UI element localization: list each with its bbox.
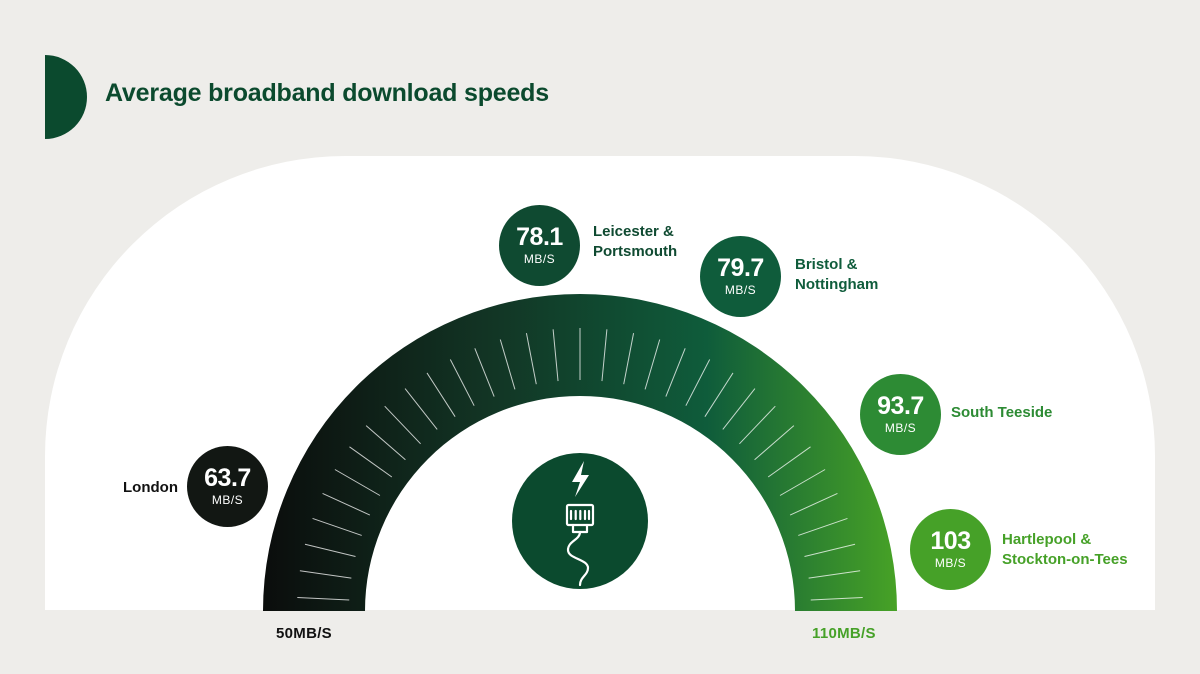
ethernet-plug-lightning-icon <box>565 461 595 587</box>
gauge-tick <box>754 425 795 461</box>
plug-icon-circle <box>512 453 648 589</box>
gauge-max-label: 110MB/S <box>812 625 876 642</box>
gauge-tick <box>739 405 776 445</box>
chart-title: Average broadband download speeds <box>105 79 549 107</box>
gauge-tick <box>808 570 861 579</box>
gauge-tick <box>665 348 686 397</box>
bubble-london: 63.7 MB/S <box>187 446 268 527</box>
bubble-unit: MB/S <box>884 421 917 435</box>
label-bristol-nottingham: Bristol & Nottingham <box>795 256 879 293</box>
gauge-arc <box>263 294 897 611</box>
gauge-tick <box>798 517 848 536</box>
bubble-unit: MB/S <box>211 493 244 507</box>
gauge-tick <box>810 597 863 601</box>
gauge-tick <box>426 372 456 417</box>
bubble-value: 63.7 <box>204 464 251 492</box>
gauge-tick <box>525 333 537 385</box>
bubble-south-teeside: 93.7 MB/S <box>860 374 941 455</box>
gauge-tick <box>404 388 438 430</box>
gauge-tick <box>552 329 559 382</box>
gauge-tick <box>704 372 734 417</box>
gauge-tick <box>601 329 608 382</box>
gauge-tick <box>804 543 856 558</box>
gauge-tick <box>474 348 495 397</box>
gauge-tick <box>297 597 350 601</box>
bubble-value: 103 <box>930 527 971 555</box>
gauge-tick <box>312 517 362 536</box>
bubble-unit: MB/S <box>724 283 757 297</box>
gauge-tick <box>779 469 826 496</box>
bubble-hartlepool-stockton: 103 MB/S <box>910 509 991 590</box>
gauge-tick <box>322 492 371 516</box>
bubble-unit: MB/S <box>523 252 556 266</box>
gauge-tick <box>623 333 635 385</box>
gauge-tick <box>767 446 811 478</box>
gauge-tick <box>499 339 516 390</box>
gauge-min-label: 50MB/S <box>276 625 332 642</box>
gauge-tick <box>299 570 352 579</box>
label-london: London <box>123 479 178 496</box>
label-leicester-portsmouth: Leicester & Portsmouth <box>593 223 678 260</box>
gauge-tick <box>349 446 393 478</box>
gauge-tick <box>334 469 381 496</box>
gauge-tick <box>685 359 711 406</box>
gauge-tick <box>449 359 475 406</box>
gauge-tick <box>365 425 406 461</box>
label-south-teeside: South Teeside <box>951 404 1053 421</box>
bubble-value: 79.7 <box>717 254 764 282</box>
label-hartlepool-stockton: Hartlepool & Stockton-on-Tees <box>1002 531 1128 568</box>
gauge-tick <box>722 388 756 430</box>
gauge-tick <box>384 405 421 445</box>
bubble-value: 78.1 <box>516 223 563 251</box>
gauge-tick <box>789 492 838 516</box>
bubble-bristol-nottingham: 79.7 MB/S <box>700 236 781 317</box>
bubble-value: 93.7 <box>877 392 924 420</box>
gauge-ticks <box>297 328 863 601</box>
gauge-tick <box>304 543 356 558</box>
bubble-leicester-portsmouth: 78.1 MB/S <box>499 205 580 286</box>
bubble-unit: MB/S <box>934 556 967 570</box>
gauge-tick <box>644 339 661 390</box>
